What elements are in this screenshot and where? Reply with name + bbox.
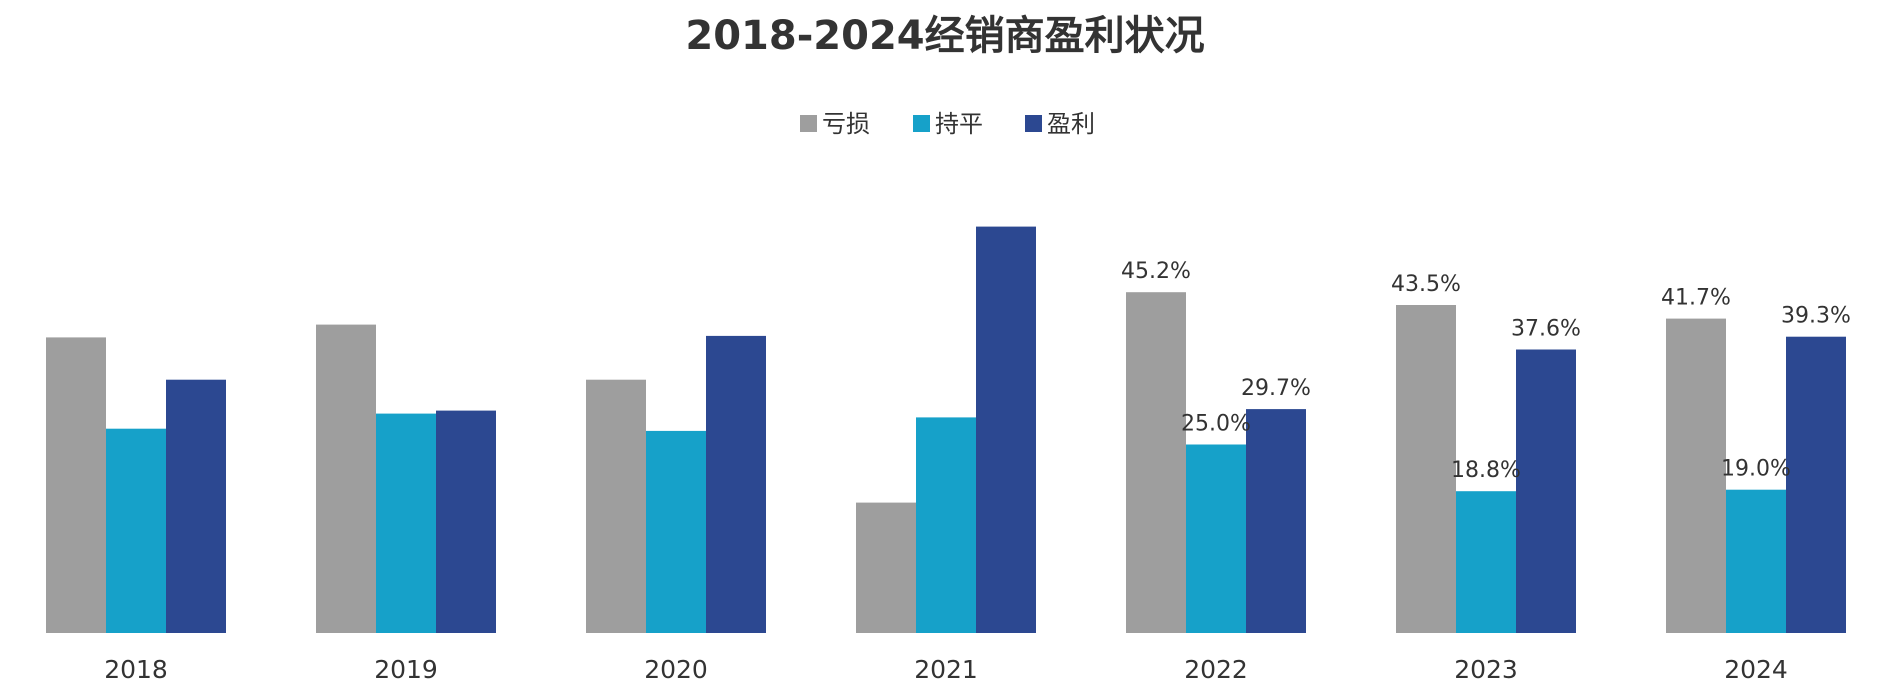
bar-2018-series-2 [106, 428, 166, 633]
legend-swatch-1 [800, 115, 817, 132]
data-label-2023-series-1: 43.5% [1391, 272, 1461, 297]
data-label-2022-series-1: 45.2% [1121, 259, 1191, 284]
bar-2024-series-3 [1786, 336, 1846, 633]
bar-2020-series-2 [646, 430, 706, 633]
data-labels-group: 45.2% 25.0% 29.7% 43.5% 18.8% 37.6% 41.7% 19.0%… [1121, 259, 1851, 483]
data-label-2022-series-3: 29.7% [1241, 376, 1311, 401]
legend-swatch-3 [1025, 115, 1042, 132]
data-label-2024-series-3: 39.3% [1781, 304, 1851, 329]
bar-2023-series-3 [1516, 349, 1576, 633]
bar-2019-series-2 [376, 413, 436, 633]
bar-2020-series-3 [706, 335, 766, 633]
x-tick-label-2019: 2019 [374, 655, 438, 684]
bar-2019-series-1 [316, 324, 376, 633]
bar-2022-series-3 [1246, 409, 1306, 633]
x-tick-label-2023: 2023 [1454, 655, 1518, 684]
bar-2024-series-2 [1726, 489, 1786, 633]
legend-label-2: 持平 [935, 110, 983, 138]
data-label-2024-series-1: 41.7% [1661, 286, 1731, 311]
data-label-2024-series-2: 19.0% [1721, 457, 1791, 482]
bars-group [46, 226, 1846, 633]
bar-2020-series-1 [586, 379, 646, 633]
bar-2021-series-1 [856, 502, 916, 633]
x-tick-label-2018: 2018 [104, 655, 168, 684]
legend-label-1: 亏损 [822, 110, 870, 138]
x-tick-label-2020: 2020 [644, 655, 708, 684]
bar-2018-series-3 [166, 379, 226, 633]
bar-2023-series-2 [1456, 491, 1516, 633]
bar-2021-series-3 [976, 226, 1036, 633]
bar-2024-series-1 [1666, 318, 1726, 633]
legend-swatch-2 [913, 115, 930, 132]
x-axis: 2018 2019 2020 2021 2022 2023 2024 [104, 655, 1788, 684]
data-label-2022-series-2: 25.0% [1181, 412, 1251, 437]
bar-2022-series-2 [1186, 444, 1246, 633]
bar-2021-series-2 [916, 417, 976, 633]
bar-2019-series-3 [436, 410, 496, 633]
bar-2023-series-1 [1396, 305, 1456, 633]
legend: 亏损 持平 盈利 [800, 110, 1095, 138]
x-tick-label-2024: 2024 [1724, 655, 1788, 684]
legend-label-3: 盈利 [1047, 110, 1095, 138]
chart-title: 2018-2024经销商盈利状况 [685, 13, 1204, 59]
x-tick-label-2021: 2021 [914, 655, 978, 684]
x-tick-label-2022: 2022 [1184, 655, 1248, 684]
bar-2018-series-1 [46, 337, 106, 633]
bar-2022-series-1 [1126, 292, 1186, 633]
data-label-2023-series-3: 37.6% [1511, 317, 1581, 342]
data-label-2023-series-2: 18.8% [1451, 458, 1521, 483]
